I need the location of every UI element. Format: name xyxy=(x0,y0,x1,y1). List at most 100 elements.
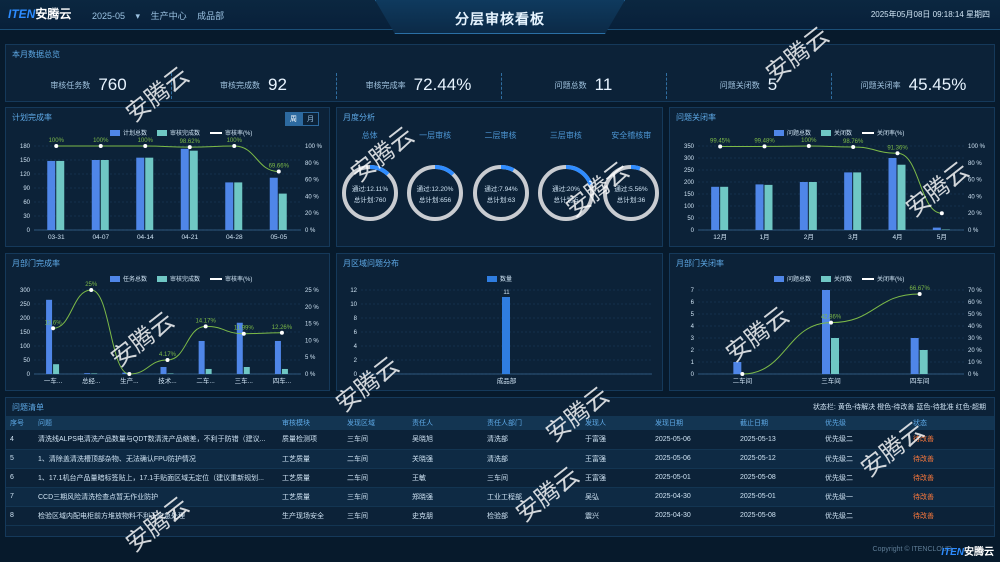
line-point[interactable] xyxy=(98,144,103,148)
x-tick-label: 04-14 xyxy=(137,234,154,241)
bar[interactable] xyxy=(910,338,919,374)
dept-close-legend: 问题总数 关闭数 关闭率(%) xyxy=(774,274,904,283)
bar[interactable] xyxy=(53,364,60,374)
line-point[interactable] xyxy=(276,169,281,174)
bar[interactable] xyxy=(91,160,100,230)
column-header[interactable]: 责任人 xyxy=(408,416,483,430)
bar[interactable] xyxy=(764,184,773,230)
bar[interactable] xyxy=(91,373,98,374)
column-header[interactable]: 状态 xyxy=(909,416,994,430)
line-point[interactable] xyxy=(740,372,745,376)
column-header[interactable]: 优先级 xyxy=(821,416,909,430)
column-header[interactable]: 发现人 xyxy=(581,416,651,430)
bar[interactable] xyxy=(136,157,145,230)
bar[interactable] xyxy=(84,373,91,374)
bar[interactable] xyxy=(205,368,212,374)
toggle-month[interactable]: 月 xyxy=(302,112,319,126)
bar[interactable] xyxy=(799,182,808,230)
table-row[interactable]: 8 检验区域内配电柜前方堆放物料不利于应急处理 生产现场安全 三车间 史克朋 检验部 震兴 2… xyxy=(6,506,994,526)
bar[interactable] xyxy=(897,164,906,230)
line-point[interactable] xyxy=(165,357,170,362)
bar[interactable] xyxy=(853,172,862,230)
line-point[interactable] xyxy=(232,144,237,148)
line-point[interactable] xyxy=(89,288,94,292)
point-label: 91.36% xyxy=(887,145,908,151)
bar[interactable] xyxy=(180,148,189,230)
line-point[interactable] xyxy=(829,320,833,325)
line-point[interactable] xyxy=(917,291,922,296)
column-header[interactable]: 截止日期 xyxy=(736,416,821,430)
bar[interactable] xyxy=(733,362,742,374)
bar[interactable] xyxy=(234,182,243,230)
bar[interactable] xyxy=(46,299,53,374)
bar[interactable] xyxy=(822,290,830,374)
y-tick-label: 90 xyxy=(23,186,30,192)
line-point[interactable] xyxy=(187,145,192,150)
progress-ring[interactable]: 通过:7.94% 总计划:63 xyxy=(470,162,532,224)
week-month-toggle[interactable]: 周 月 xyxy=(285,112,319,126)
line-point[interactable] xyxy=(241,331,246,336)
month-select[interactable]: 2025-05 ▾ xyxy=(92,11,141,21)
line-point[interactable] xyxy=(51,326,56,331)
bar[interactable] xyxy=(160,367,167,374)
bar[interactable] xyxy=(932,227,941,230)
progress-ring[interactable]: 通过:5.56% 总计划:36 xyxy=(600,162,662,224)
bar[interactable] xyxy=(755,184,764,230)
line-point[interactable] xyxy=(279,330,284,335)
line-point[interactable] xyxy=(851,145,856,150)
bar[interactable] xyxy=(888,158,897,230)
bar[interactable] xyxy=(278,193,287,230)
center-select[interactable]: 生产中心 xyxy=(150,11,187,21)
progress-ring[interactable]: 通过:20% 总计划:5 xyxy=(535,162,597,224)
bar[interactable] xyxy=(808,182,817,230)
dept-select[interactable]: 成品部 xyxy=(197,11,225,21)
bar[interactable] xyxy=(269,177,278,230)
y-tick-label: 100 xyxy=(20,344,31,350)
table-row[interactable]: 7 CCD三期风险清洗检查点暂无作业防护 工艺质量 三车间 郑晓强 工业工程部 吴弘 2025… xyxy=(6,487,994,507)
bar[interactable] xyxy=(274,340,281,374)
table-row[interactable]: 4 清洗线ALPS电清洗产品数量与QDT数清洗产品缩差，不利于防错（建议... 质量… xyxy=(6,430,994,450)
bar[interactable] xyxy=(844,172,853,230)
column-header[interactable]: 序号 xyxy=(6,416,34,430)
bar[interactable] xyxy=(711,186,720,230)
bar[interactable] xyxy=(236,322,243,374)
y-tick-label: 6 xyxy=(691,300,695,306)
line-point[interactable] xyxy=(127,372,132,376)
bar[interactable] xyxy=(720,186,729,230)
column-header[interactable]: 发现区域 xyxy=(343,416,408,430)
column-header[interactable]: 问题 xyxy=(34,416,278,430)
bar[interactable] xyxy=(47,160,56,230)
line-point[interactable] xyxy=(143,144,148,148)
bar[interactable] xyxy=(919,350,928,374)
bar[interactable] xyxy=(831,338,839,374)
table-cell: 2025-05-01 xyxy=(651,468,736,488)
bar[interactable] xyxy=(243,367,250,374)
bar[interactable] xyxy=(225,182,234,230)
line-point[interactable] xyxy=(939,211,944,216)
bar[interactable] xyxy=(145,157,154,230)
column-header[interactable]: 审核模块 xyxy=(278,416,343,430)
bar[interactable] xyxy=(56,160,65,230)
y2-tick-label: 0 % xyxy=(305,372,316,378)
column-header[interactable]: 责任人部门 xyxy=(483,416,581,430)
toggle-week[interactable]: 周 xyxy=(285,112,302,126)
bar[interactable] xyxy=(189,150,198,230)
line-point[interactable] xyxy=(762,144,767,149)
line-point[interactable] xyxy=(718,144,723,149)
footer-logo: ITEN安腾云 xyxy=(941,547,994,558)
line-point[interactable] xyxy=(54,144,59,148)
column-header[interactable]: 发现日期 xyxy=(651,416,736,430)
bar[interactable] xyxy=(502,297,510,374)
table-row[interactable]: 5 1、清除盖清洗槽顶部杂物、无法确认FPU防护情况 工艺质量 二车间 关晓强 清洗部 王富… xyxy=(6,449,994,469)
bar[interactable] xyxy=(198,340,205,374)
bar[interactable] xyxy=(122,372,129,374)
line-point[interactable] xyxy=(895,151,900,156)
progress-ring[interactable]: 通过:12.11% 总计划:760 xyxy=(339,162,401,224)
bar[interactable] xyxy=(100,160,109,230)
table-row[interactable]: 6 1、17.1机台产品量暗标签贴上，17.1手贴面区域无定位（建议重新规划...… xyxy=(6,468,994,488)
progress-ring[interactable]: 通过:12.20% 总计划:656 xyxy=(404,162,466,224)
line-point[interactable] xyxy=(806,144,811,148)
bar[interactable] xyxy=(281,368,288,374)
bar[interactable] xyxy=(167,373,174,374)
line-point[interactable] xyxy=(203,324,208,329)
